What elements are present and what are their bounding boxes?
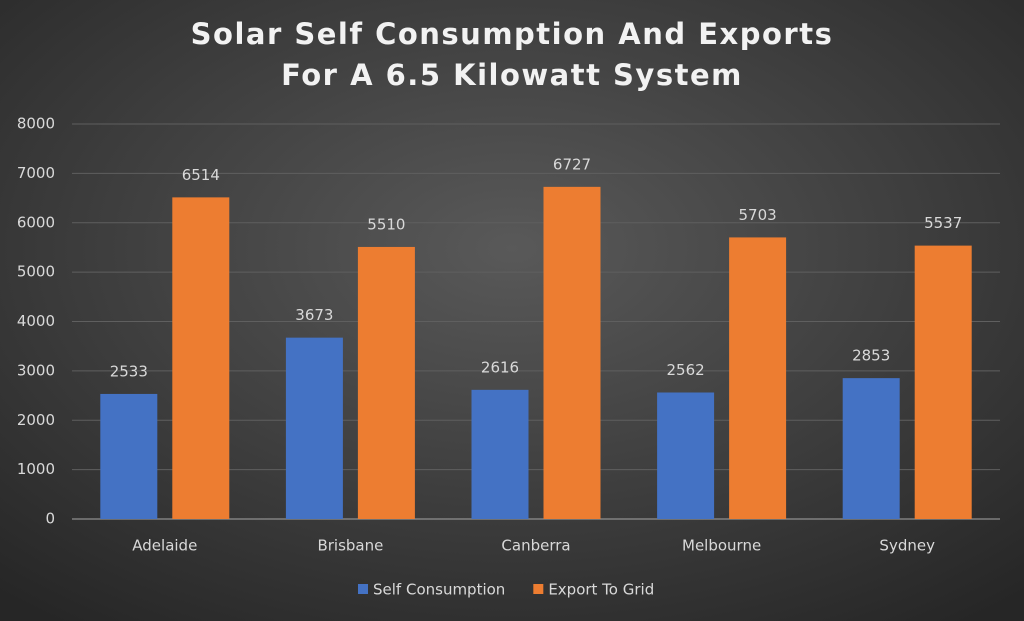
data-label: 6514 bbox=[182, 166, 220, 184]
x-tick-label: Canberra bbox=[501, 537, 570, 555]
data-label: 2562 bbox=[667, 361, 705, 379]
bar bbox=[172, 197, 230, 519]
data-label: 5703 bbox=[739, 206, 777, 224]
y-tick-label: 7000 bbox=[17, 164, 55, 182]
data-label: 2616 bbox=[481, 358, 519, 376]
bar bbox=[100, 393, 158, 519]
data-label: 2533 bbox=[110, 362, 148, 380]
y-tick-label: 8000 bbox=[17, 115, 55, 133]
bar bbox=[914, 245, 972, 519]
x-tick-label: Brisbane bbox=[317, 537, 383, 555]
bar bbox=[357, 246, 415, 519]
bar bbox=[471, 389, 529, 519]
legend-label: Export To Grid bbox=[548, 581, 654, 599]
bar bbox=[543, 186, 601, 519]
data-label: 6727 bbox=[553, 155, 591, 173]
x-tick-label: Melbourne bbox=[682, 537, 761, 555]
data-label: 2853 bbox=[852, 347, 890, 365]
y-tick-label: 3000 bbox=[17, 361, 55, 379]
y-tick-label: 0 bbox=[45, 510, 55, 528]
bar bbox=[285, 337, 343, 519]
data-label: 3673 bbox=[295, 306, 333, 324]
data-label: 5537 bbox=[924, 214, 962, 232]
chart-title: For A 6.5 Kilowatt System bbox=[281, 58, 743, 92]
bar bbox=[842, 378, 900, 519]
legend-label: Self Consumption bbox=[373, 581, 505, 599]
chart-title: Solar Self Consumption And Exports bbox=[191, 17, 834, 51]
bar bbox=[729, 237, 787, 519]
y-tick-label: 6000 bbox=[17, 213, 55, 231]
x-tick-label: Adelaide bbox=[132, 537, 197, 555]
legend-swatch bbox=[358, 584, 368, 594]
y-tick-label: 1000 bbox=[17, 460, 55, 478]
y-tick-label: 5000 bbox=[17, 263, 55, 281]
y-tick-label: 4000 bbox=[17, 312, 55, 330]
y-tick-label: 2000 bbox=[17, 411, 55, 429]
bar bbox=[657, 392, 715, 519]
legend-swatch bbox=[533, 584, 544, 594]
x-tick-label: Sydney bbox=[879, 537, 935, 555]
data-label: 5510 bbox=[367, 215, 405, 233]
